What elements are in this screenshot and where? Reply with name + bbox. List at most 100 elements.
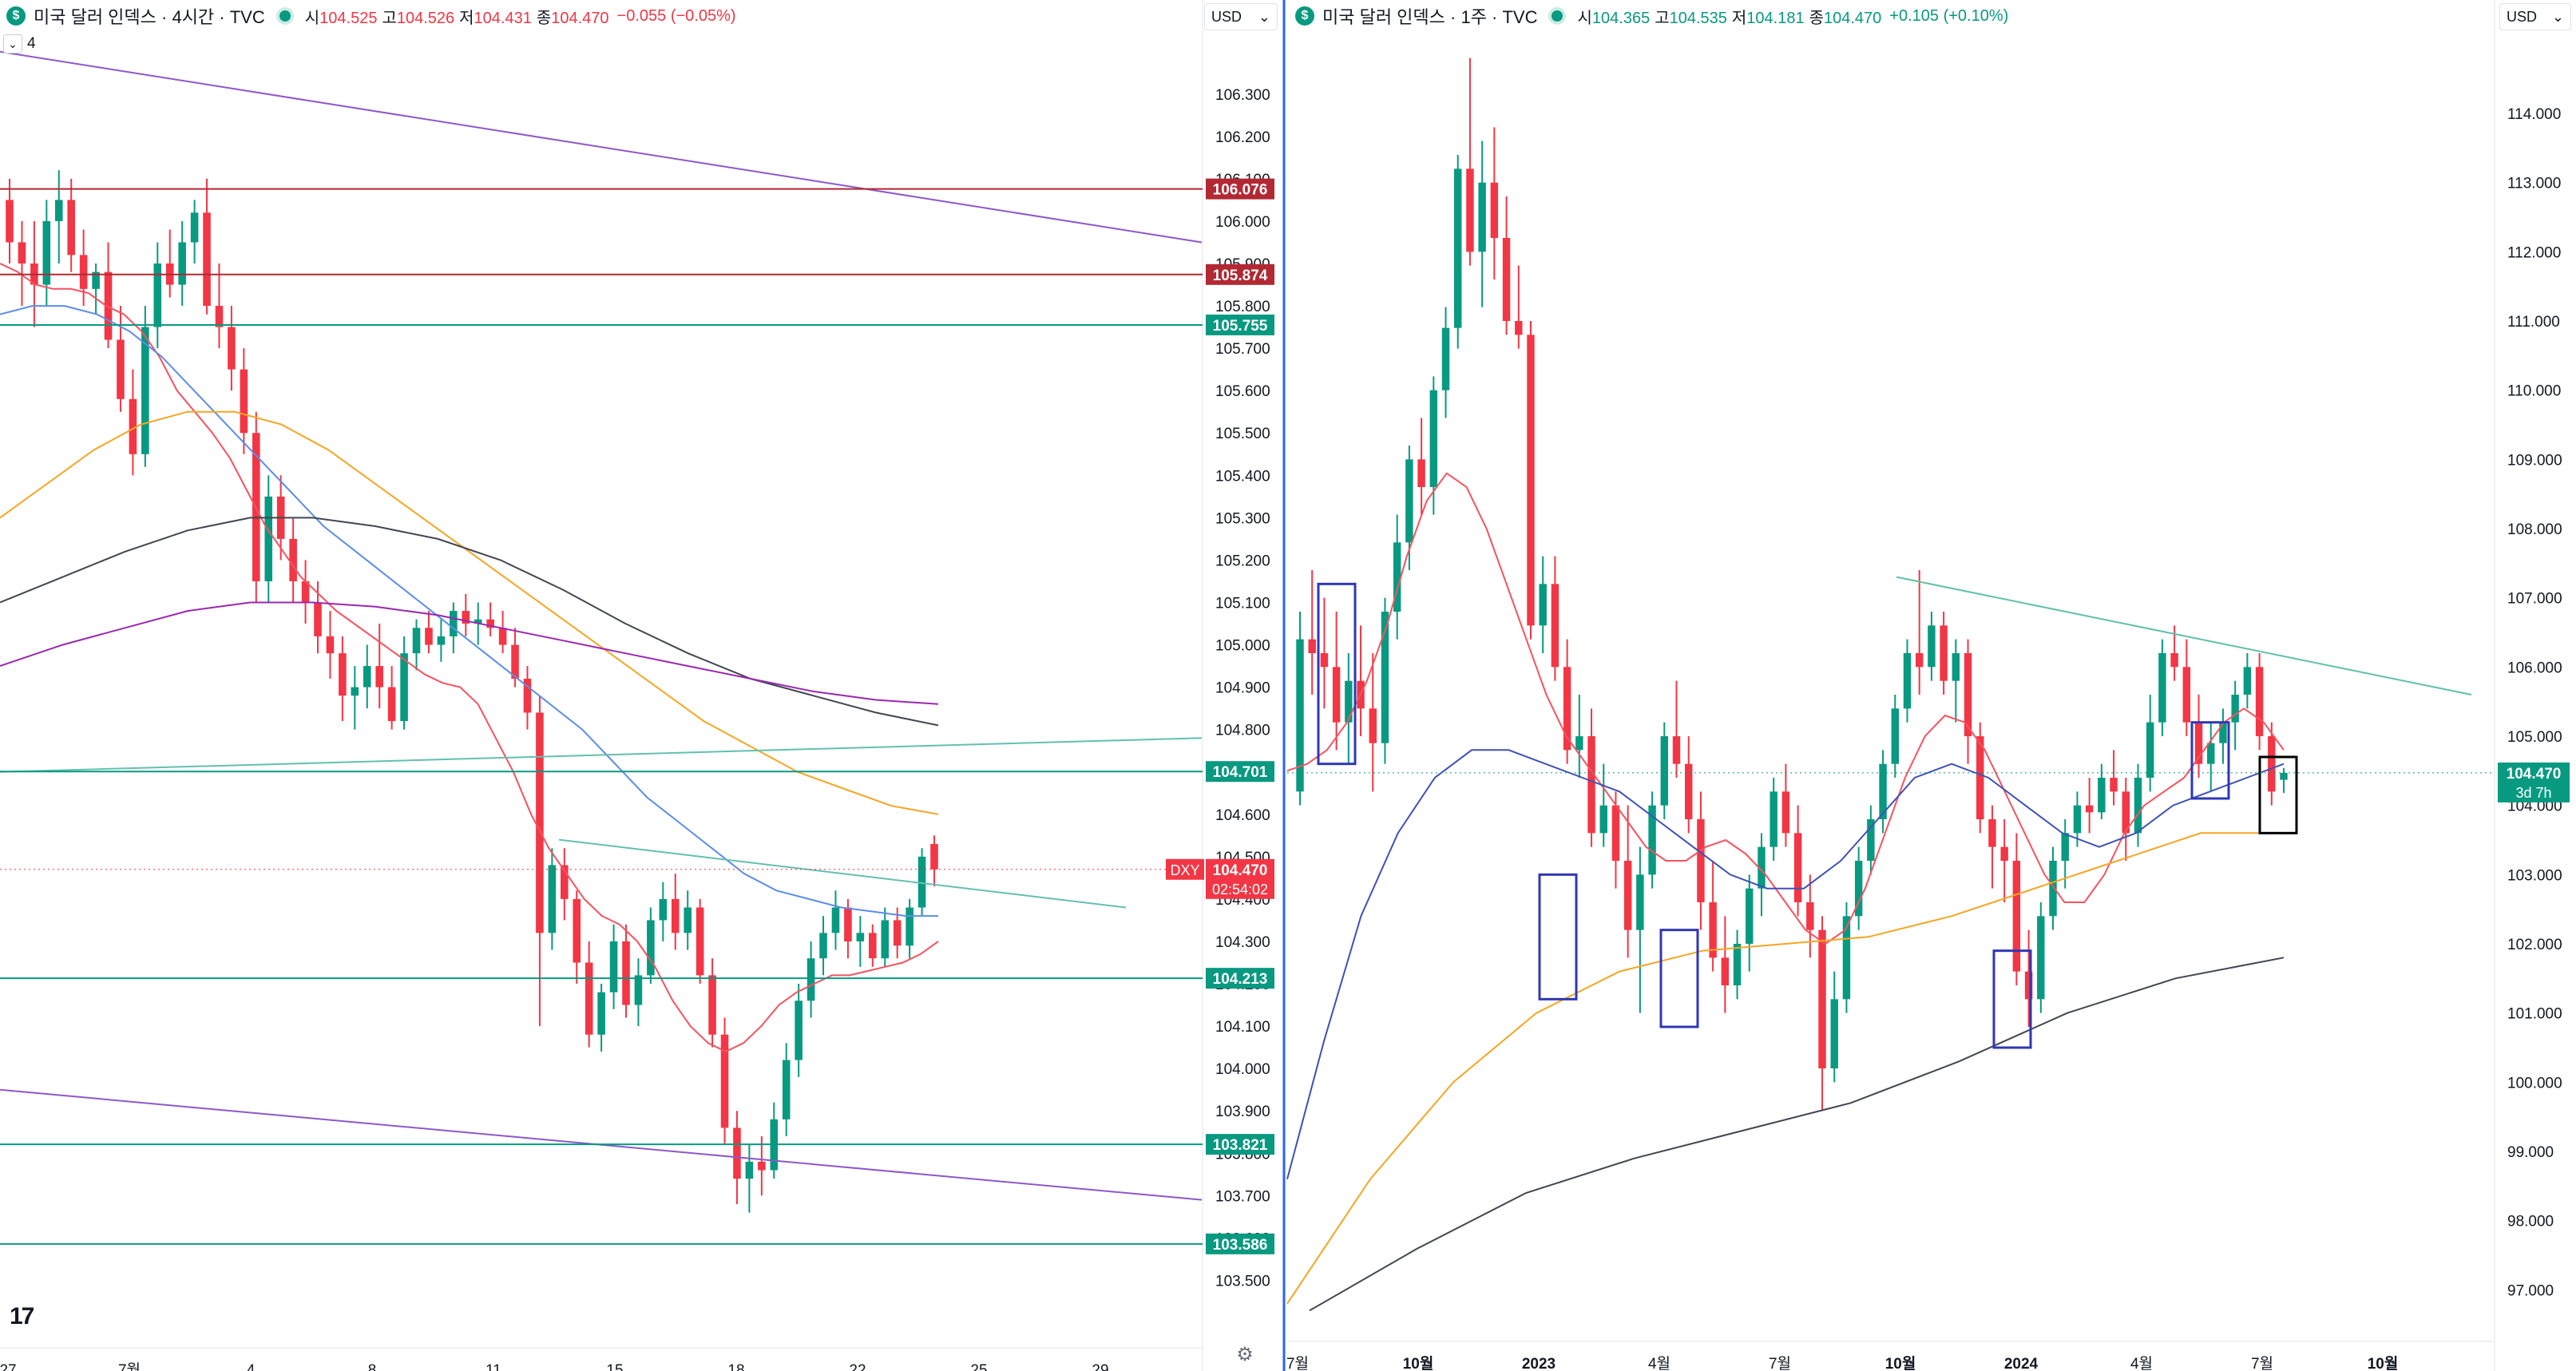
chevron-down-icon[interactable]: ⌄ bbox=[3, 34, 22, 53]
candle-body bbox=[425, 628, 433, 645]
candle-body bbox=[1587, 736, 1595, 834]
ema-fast-line bbox=[0, 263, 939, 1053]
candle-body bbox=[647, 920, 655, 976]
time-tick-label: 7월 bbox=[1769, 1355, 1791, 1371]
candle-body bbox=[339, 653, 347, 696]
market-status-icon[interactable] bbox=[1552, 10, 1563, 22]
candle-body bbox=[745, 1161, 754, 1179]
candle-body bbox=[1490, 182, 1499, 238]
left-currency-label: USD bbox=[1211, 8, 1242, 25]
candle-body bbox=[289, 538, 297, 581]
right-currency-select[interactable]: USD ⌄ bbox=[2499, 3, 2571, 30]
candle-body bbox=[1308, 639, 1316, 653]
right-ohlc-key: 종 bbox=[1809, 9, 1824, 27]
candle-body bbox=[1515, 321, 1523, 335]
left-ohlc-value: 104.431 bbox=[474, 9, 532, 27]
candle-body bbox=[2110, 778, 2118, 792]
candle-body bbox=[1551, 584, 1559, 668]
price-tag-value: 104.470 bbox=[1213, 862, 1268, 879]
candle-body bbox=[1660, 736, 1669, 806]
candle-body bbox=[42, 220, 51, 285]
price-tick-label: 113.000 bbox=[2507, 176, 2561, 192]
right-chart[interactable]: 114.000 113.000 112.000 111.000 110.000 109.0… bbox=[1286, 0, 2570, 1371]
candle-body bbox=[2085, 805, 2094, 813]
time-tick-label: 4월 bbox=[1648, 1355, 1670, 1371]
highlight-box bbox=[1538, 873, 1578, 1001]
candle-body bbox=[2207, 743, 2215, 764]
left-chart[interactable]: 106.300106.200106.100106.000105.900105.8… bbox=[0, 0, 1274, 1371]
left-currency-select[interactable]: USD ⌄ bbox=[1204, 3, 1278, 30]
right-chart-title[interactable]: 미국 달러 인덱스 · 1주 · TVC bbox=[1322, 7, 1538, 27]
candle-body bbox=[893, 920, 902, 946]
price-tick-label: 105.200 bbox=[1215, 553, 1270, 569]
candle-body bbox=[215, 306, 224, 327]
level-label: 103.586 bbox=[1213, 1237, 1268, 1254]
teal-trendline bbox=[0, 737, 1203, 773]
candle-body bbox=[856, 933, 865, 941]
candle-body bbox=[437, 636, 446, 645]
price-tick-label: 104.000 bbox=[1215, 1061, 1270, 1078]
gear-icon[interactable]: ⚙ bbox=[1236, 1343, 1254, 1365]
time-tick-label: 15 bbox=[606, 1362, 623, 1371]
candle-body bbox=[1891, 708, 1899, 764]
left-ohlc-item: 시104.525 bbox=[305, 5, 378, 28]
time-tick-label: 7월 bbox=[118, 1361, 141, 1371]
candle-body bbox=[2219, 722, 2227, 743]
candle-body bbox=[1623, 861, 1632, 930]
symbol-tag bbox=[1166, 858, 1204, 880]
candle-body bbox=[1842, 916, 1851, 1000]
candle-body bbox=[1879, 763, 1887, 819]
candle-body bbox=[1320, 653, 1329, 668]
candle-body bbox=[2073, 805, 2082, 834]
level-tag bbox=[1206, 264, 1274, 285]
left-ohlc-key: 저 bbox=[459, 9, 474, 27]
level-label: 104.701 bbox=[1213, 764, 1268, 781]
candle-body bbox=[622, 941, 630, 1005]
ma-dark-line bbox=[0, 517, 939, 727]
candle-body bbox=[1940, 625, 1948, 681]
candle-body bbox=[671, 898, 680, 933]
dollar-sign-icon: $ bbox=[1295, 6, 1314, 26]
price-tick-label: 105.000 bbox=[1215, 638, 1270, 655]
left-chart-title[interactable]: 미국 달러 인덱스 · 4시간 · TVC bbox=[34, 7, 265, 27]
market-status-icon[interactable] bbox=[279, 10, 291, 22]
purple-trendline bbox=[0, 50, 1203, 244]
candle-body bbox=[117, 339, 125, 399]
price-tag-countdown: 3d 7h bbox=[2515, 785, 2551, 801]
time-tick-label: 10월 bbox=[2368, 1355, 2399, 1371]
candle-body bbox=[1381, 612, 1389, 743]
ema-orange-line bbox=[1286, 832, 2284, 1305]
highlight-box bbox=[1992, 949, 2032, 1049]
candle-body bbox=[795, 1001, 803, 1060]
tradingview-logo-icon[interactable]: 17 bbox=[10, 1303, 34, 1329]
level-tag bbox=[1206, 968, 1274, 989]
candle-body bbox=[1793, 833, 1802, 902]
ema-blue-line bbox=[1286, 749, 2285, 1179]
candle-body bbox=[2061, 833, 2069, 861]
ema-slow-line bbox=[0, 410, 939, 815]
price-tick-label: 105.100 bbox=[1215, 595, 1270, 612]
candle-body bbox=[2255, 667, 2264, 736]
candle-body bbox=[363, 666, 371, 687]
candle-body bbox=[906, 907, 913, 946]
candle-body bbox=[1648, 805, 1656, 875]
candle-body bbox=[1478, 182, 1486, 252]
indicator-toggle[interactable]: ⌄ 4 bbox=[3, 32, 36, 56]
teal-trendline bbox=[1896, 576, 2472, 695]
right-ohlc-item: 고104.535 bbox=[1655, 5, 1727, 28]
candle-body bbox=[2182, 667, 2191, 723]
time-tick-label: 18 bbox=[727, 1362, 744, 1371]
candle-body bbox=[326, 636, 335, 654]
candle-body bbox=[523, 679, 532, 713]
highlight-box bbox=[2258, 755, 2298, 834]
candle-body bbox=[1903, 653, 1912, 709]
price-tick-label: 106.000 bbox=[1215, 214, 1270, 231]
price-tick-label: 100.000 bbox=[2507, 1075, 2562, 1092]
candle-body bbox=[1369, 708, 1377, 743]
candle-body bbox=[301, 580, 310, 603]
price-tick-label: 106.200 bbox=[1215, 129, 1270, 146]
candle-body bbox=[881, 920, 890, 959]
candle-body bbox=[561, 865, 569, 899]
price-tick-label: 105.000 bbox=[2507, 729, 2562, 746]
price-tick-label: 103.900 bbox=[1215, 1104, 1270, 1120]
